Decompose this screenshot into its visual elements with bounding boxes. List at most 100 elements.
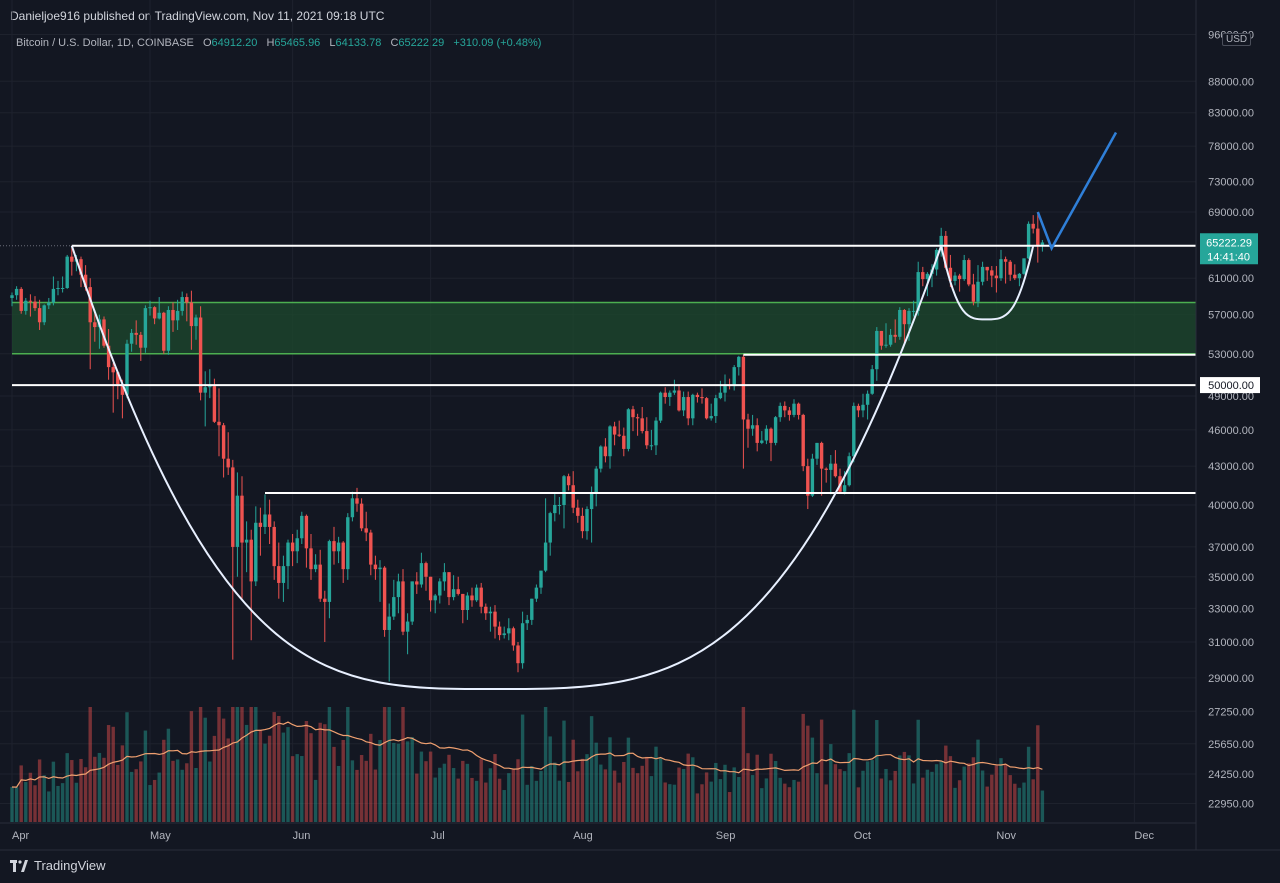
candle bbox=[203, 371, 207, 427]
volume-bar bbox=[10, 786, 14, 822]
volume-bar bbox=[640, 765, 644, 822]
volume-bar bbox=[106, 725, 111, 822]
volume-bar bbox=[189, 711, 194, 822]
price-tick-label: 88000.00 bbox=[1208, 76, 1254, 88]
volume-bar bbox=[465, 763, 470, 822]
candle-body bbox=[525, 619, 529, 624]
volume-bar bbox=[405, 741, 410, 822]
candle bbox=[410, 581, 414, 625]
volume-bar bbox=[1022, 782, 1026, 822]
time-tick-label: Dec bbox=[1134, 830, 1154, 842]
volume-bar bbox=[244, 724, 249, 822]
candle bbox=[681, 391, 686, 417]
candle-body bbox=[396, 581, 401, 598]
candle bbox=[994, 266, 999, 293]
candle-body bbox=[815, 442, 819, 459]
candle bbox=[599, 445, 603, 473]
candle-body bbox=[893, 334, 897, 337]
candle bbox=[852, 402, 856, 463]
candle bbox=[42, 304, 46, 326]
candle bbox=[691, 393, 695, 426]
candle-body bbox=[129, 332, 134, 344]
candle bbox=[700, 388, 704, 404]
candle bbox=[718, 380, 723, 400]
volume-bar bbox=[557, 780, 562, 822]
candle bbox=[635, 413, 640, 436]
candle bbox=[208, 369, 212, 399]
candle-body bbox=[511, 628, 516, 646]
volume-bar bbox=[930, 771, 934, 822]
volume-bar bbox=[378, 740, 382, 822]
candle-body bbox=[980, 266, 985, 282]
candle-body bbox=[645, 431, 649, 446]
candle-body bbox=[571, 485, 575, 508]
candle-body bbox=[378, 567, 382, 570]
volume-bar bbox=[479, 759, 483, 822]
candle bbox=[953, 272, 957, 286]
candle-body bbox=[737, 356, 741, 368]
candle bbox=[911, 300, 916, 317]
candle-body bbox=[410, 581, 414, 622]
candle-body bbox=[948, 267, 953, 281]
volume-bar bbox=[226, 738, 230, 822]
volume-bar bbox=[999, 758, 1003, 822]
candle bbox=[267, 499, 272, 544]
candle-body bbox=[888, 334, 893, 345]
candle bbox=[217, 388, 221, 457]
volume-bar bbox=[70, 760, 74, 822]
volume-bar bbox=[134, 769, 138, 822]
candle bbox=[865, 390, 870, 420]
candle-body bbox=[760, 440, 764, 443]
currency-button[interactable]: USD bbox=[1222, 33, 1252, 46]
candle-body bbox=[102, 319, 106, 346]
candle-body bbox=[373, 564, 378, 570]
candle-body bbox=[668, 392, 672, 398]
volume-bar bbox=[617, 782, 621, 822]
volume-bar bbox=[829, 744, 833, 822]
volume-bar bbox=[608, 737, 612, 822]
candle-body bbox=[1017, 273, 1022, 279]
candle bbox=[603, 438, 608, 463]
time-tick-label: Jul bbox=[431, 830, 445, 842]
volume-bar bbox=[622, 761, 626, 822]
candle-body bbox=[231, 467, 235, 547]
volume-bar bbox=[162, 739, 166, 822]
volume-bar bbox=[74, 782, 79, 822]
candle-body bbox=[1022, 258, 1026, 274]
price-tick-label: 37000.00 bbox=[1208, 542, 1254, 554]
candle-body bbox=[19, 288, 23, 311]
candle-body bbox=[143, 308, 148, 348]
candle bbox=[640, 407, 644, 434]
price-tick-label: 53000.00 bbox=[1208, 349, 1254, 361]
high-label: H bbox=[266, 37, 275, 49]
candle bbox=[668, 390, 672, 406]
volume-bar bbox=[497, 778, 502, 822]
candle-body bbox=[787, 410, 792, 415]
volume-bar bbox=[796, 781, 801, 822]
volume-bar bbox=[336, 765, 341, 822]
candle-body bbox=[916, 272, 920, 311]
candle bbox=[585, 506, 589, 540]
candle bbox=[686, 391, 690, 426]
candle-body bbox=[175, 310, 180, 321]
time-tick-label: Oct bbox=[854, 830, 871, 842]
candle-body bbox=[438, 581, 442, 596]
volume-bar bbox=[208, 761, 212, 822]
candle-body bbox=[580, 515, 585, 532]
candle-body bbox=[769, 428, 773, 443]
candle bbox=[198, 306, 203, 401]
volume-bar bbox=[888, 780, 893, 822]
volume-bar bbox=[327, 707, 332, 822]
candle-body bbox=[819, 442, 824, 469]
candle bbox=[428, 576, 433, 612]
candle bbox=[37, 299, 42, 330]
volume-bar bbox=[925, 769, 930, 822]
candle-body bbox=[562, 476, 566, 505]
volume-bar bbox=[212, 735, 217, 822]
candle bbox=[608, 425, 612, 469]
candle bbox=[709, 403, 713, 421]
candle bbox=[704, 397, 709, 420]
volume-bar bbox=[847, 753, 851, 822]
volume-bar bbox=[387, 707, 391, 822]
